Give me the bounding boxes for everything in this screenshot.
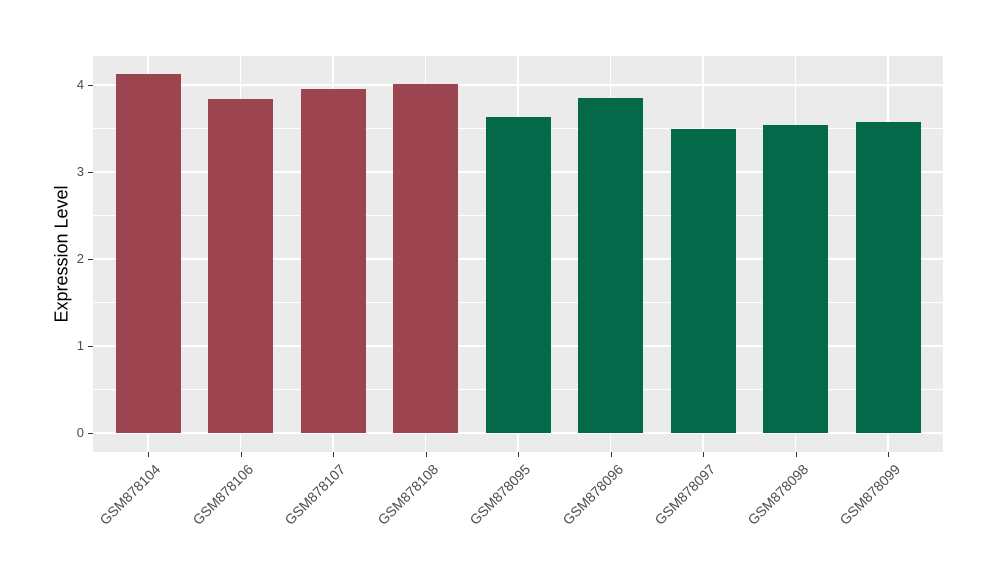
y-axis-tick-mark <box>88 433 93 434</box>
bar-GSM878095 <box>485 117 551 433</box>
y-axis-tick-label: 4 <box>76 77 84 92</box>
x-axis-tick-mark <box>148 452 149 457</box>
x-axis-tick-mark <box>795 452 797 457</box>
bar-GSM878108 <box>393 84 458 433</box>
x-axis-tick-label: GSM878097 <box>651 461 719 528</box>
plot-panel <box>93 56 943 452</box>
y-axis-title: Expression Level <box>51 185 72 323</box>
x-axis-tick-mark <box>703 452 704 457</box>
x-axis-tick-mark <box>518 452 519 457</box>
y-axis-tick-label: 0 <box>76 425 84 440</box>
y-axis-tick-mark <box>88 259 93 260</box>
y-axis-tick-label: 1 <box>76 338 84 353</box>
bar-GSM878098 <box>763 125 828 433</box>
y-axis-tick-label: 2 <box>76 251 84 266</box>
x-axis-tick-mark <box>610 452 612 457</box>
bar-GSM878096 <box>578 98 643 433</box>
y-axis-tick-mark <box>88 172 93 173</box>
bar-GSM878097 <box>670 128 736 433</box>
x-axis-tick-label: GSM878104 <box>96 461 164 528</box>
x-axis-tick-label: GSM878107 <box>281 461 349 528</box>
y-axis-tick-label: 3 <box>76 164 84 179</box>
x-axis-tick-label: GSM878095 <box>466 461 534 528</box>
x-axis-tick-label: GSM878096 <box>558 461 626 528</box>
x-axis-tick-mark <box>333 452 334 457</box>
bar-GSM878104 <box>115 73 181 433</box>
bar-GSM878099 <box>855 121 921 433</box>
bar-GSM878106 <box>208 98 273 433</box>
bar-GSM878107 <box>300 89 366 433</box>
x-axis-tick-label: GSM878098 <box>743 461 811 528</box>
x-axis-tick-mark <box>888 452 889 457</box>
x-axis-tick-label: GSM878106 <box>188 461 256 528</box>
x-axis-tick-label: GSM878099 <box>836 461 904 528</box>
x-axis-tick-mark <box>240 452 242 457</box>
x-axis-tick-label: GSM878108 <box>373 461 441 528</box>
y-axis-tick-mark <box>88 85 93 86</box>
y-axis-tick-mark <box>88 346 93 347</box>
x-axis-tick-mark <box>425 452 427 457</box>
